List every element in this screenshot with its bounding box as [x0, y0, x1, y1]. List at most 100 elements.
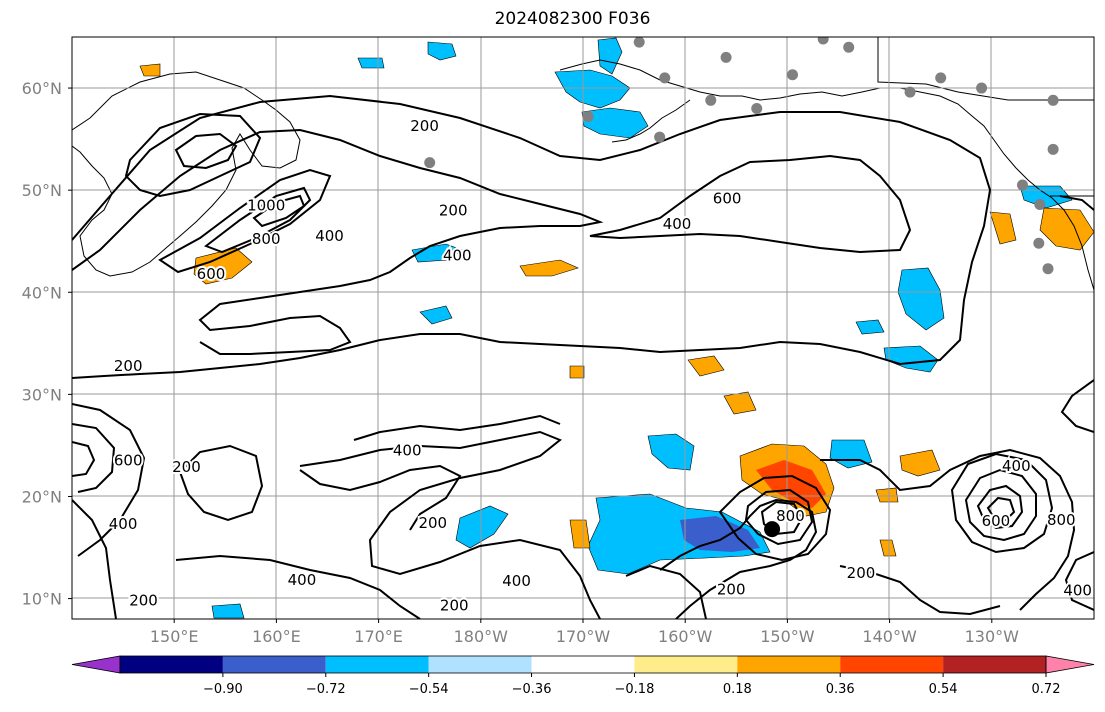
positive-anomaly-patch: [569, 519, 591, 549]
contour-value-label: 200: [418, 514, 447, 532]
station-marker: [659, 72, 671, 84]
negative-anomaly-patch: [855, 319, 885, 335]
positive-anomaly-patch: [723, 391, 757, 415]
station-marker: [751, 102, 763, 114]
negative-anomaly-patch: [419, 305, 453, 325]
contour-line: [1060, 379, 1094, 433]
coastline: [611, 99, 691, 143]
map-title: 2024082300 F036: [494, 9, 651, 29]
lon-tick-label: 160°W: [658, 627, 713, 646]
lat-tick-label: 20°N: [22, 487, 62, 506]
lon-tick-label: 170°W: [556, 627, 611, 646]
station-marker: [1042, 263, 1054, 275]
contour-line: [175, 554, 421, 619]
colorbar-tick-label: −0.36: [512, 682, 552, 697]
colorbar-tick-label: −0.72: [306, 682, 346, 697]
contour-value-label: 400: [1063, 581, 1092, 599]
station-markers: [424, 37, 1059, 538]
station-marker: [817, 37, 829, 45]
contour-value-label: 200: [114, 357, 143, 375]
colorbar-swatch: [428, 656, 532, 673]
contour-value-label: 200: [847, 564, 876, 582]
contour-line: [252, 194, 306, 228]
contour-line: [124, 112, 262, 198]
contour-value-label: 1000: [247, 196, 285, 214]
contour-line: [1064, 551, 1094, 611]
contour-line: [986, 496, 1016, 522]
contour-value-label: 800: [1047, 511, 1076, 529]
contour-line: [625, 564, 707, 619]
contour-line: [820, 448, 1076, 611]
contour-value-label: 400: [109, 515, 138, 533]
contour-line: [950, 452, 1054, 554]
contour-value-label: 400: [502, 572, 531, 590]
negative-anomaly-patch: [357, 57, 385, 69]
colorbar-frame: [119, 655, 1047, 674]
station-marker: [1047, 94, 1059, 106]
contour-line: [839, 565, 1001, 616]
longitude-axis: 150°E 160°E 170°E 180°W 170°W 160°W 150°W 140°W…: [150, 619, 1019, 646]
contour-value-label: 400: [663, 215, 692, 233]
contour-line: [72, 423, 116, 493]
contour-value-label: 600: [114, 452, 143, 470]
contour-value-label: 800: [252, 230, 281, 248]
station-marker: [904, 86, 916, 98]
station-marker: [720, 51, 732, 63]
lon-tick-label: 130°W: [965, 627, 1020, 646]
colorbar-swatch: [737, 656, 841, 673]
lat-tick-label: 50°N: [22, 181, 62, 200]
lat-tick-label: 10°N: [22, 590, 62, 609]
storm-center-marker: [764, 521, 781, 538]
negative-anomaly-patch: [680, 516, 760, 552]
contour-value-label: 200: [129, 592, 158, 610]
colorbar-lower-extend: [71, 655, 121, 674]
colorbar-swatch: [222, 656, 326, 673]
contour-value-label: 200: [410, 117, 439, 135]
colorbar-tick-label: 0.54: [929, 682, 958, 697]
map-plot-area: 200 1000 800 400 600 200 400 400 600 200 600 200 400…: [72, 37, 1094, 619]
contour-value-label: 600: [982, 512, 1011, 530]
contour-value-label: 800: [776, 507, 805, 525]
contour-line: [659, 498, 818, 619]
contour-line: [203, 186, 312, 254]
colorbar-upper-extend: [1045, 655, 1095, 674]
contour-value-label: 600: [197, 265, 226, 283]
colorbar-tick-label: −0.90: [203, 682, 243, 697]
contour-labels: 200 1000 800 400 600 200 400 400 600 200 600 200 400…: [107, 115, 1094, 617]
lat-tick-label: 30°N: [22, 385, 62, 404]
contour-line: [353, 414, 561, 441]
colorbar-tick-label: −0.18: [615, 682, 655, 697]
contour-value-label: 200: [717, 580, 746, 598]
positive-anomaly-patch: [519, 259, 579, 277]
contour-value-label: 400: [393, 442, 422, 460]
lon-tick-label: 150°W: [760, 627, 815, 646]
positive-anomaly-patch: [899, 449, 941, 477]
positive-anomaly-patch: [193, 247, 253, 285]
station-marker: [654, 131, 666, 143]
contour-value-label: 400: [288, 571, 317, 589]
colorbar-swatch: [120, 656, 223, 673]
contour-line: [72, 499, 117, 619]
colorbar: −0.90 −0.72 −0.54 −0.36 −0.18 0.18 0.36 0.54 0.7…: [71, 655, 1095, 697]
contour-line: [976, 484, 1024, 530]
station-marker: [633, 37, 645, 48]
colorbar-swatch: [943, 656, 1046, 673]
contour-value-label: 400: [443, 247, 472, 265]
contour-line: [718, 474, 832, 562]
lon-tick-label: 160°E: [252, 627, 301, 646]
contour-line: [158, 168, 332, 274]
colorbar-swatch: [325, 656, 429, 673]
contour-line: [1059, 195, 1094, 211]
contour-value-label: 600: [713, 189, 742, 207]
negative-anomaly-patch: [1019, 185, 1073, 209]
colorbar-tick-label: 0.72: [1032, 682, 1061, 697]
colorbar-tick-label: 0.18: [723, 682, 752, 697]
station-marker: [582, 111, 594, 123]
station-marker: [1016, 179, 1028, 191]
contour-line: [178, 444, 264, 522]
lon-tick-label: 150°E: [150, 627, 199, 646]
station-marker: [787, 69, 799, 81]
station-marker: [1034, 198, 1046, 210]
contour-line: [744, 488, 814, 546]
